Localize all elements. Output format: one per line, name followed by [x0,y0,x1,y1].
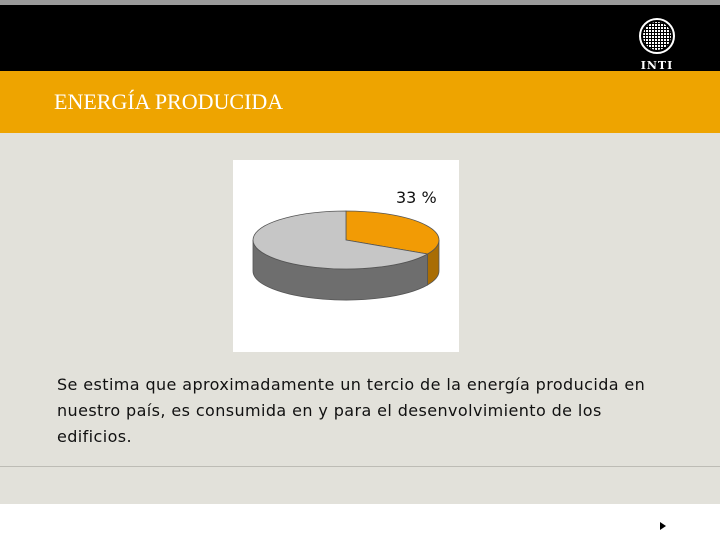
grid-circle-logo-icon [639,18,675,54]
pie-chart-svg [252,210,440,301]
divider [0,466,720,467]
pie-slice-0 [345,210,440,255]
footer-bar [0,504,720,540]
play-triangle-icon[interactable] [660,522,666,530]
body-text: Se estima que aproximadamente un tercio … [57,375,646,446]
logo-text: INTI [640,59,674,72]
pie-slice-1 [252,210,429,270]
top-strip [0,0,720,5]
inti-logo: INTI [634,15,680,72]
title-band: ENERGÍA PRODUCIDA [0,71,720,133]
header-bar: INTI [0,5,720,72]
pie-chart: 33 % [233,160,459,352]
slide-title: ENERGÍA PRODUCIDA [54,89,284,114]
slice-data-label: 33 % [396,188,437,207]
